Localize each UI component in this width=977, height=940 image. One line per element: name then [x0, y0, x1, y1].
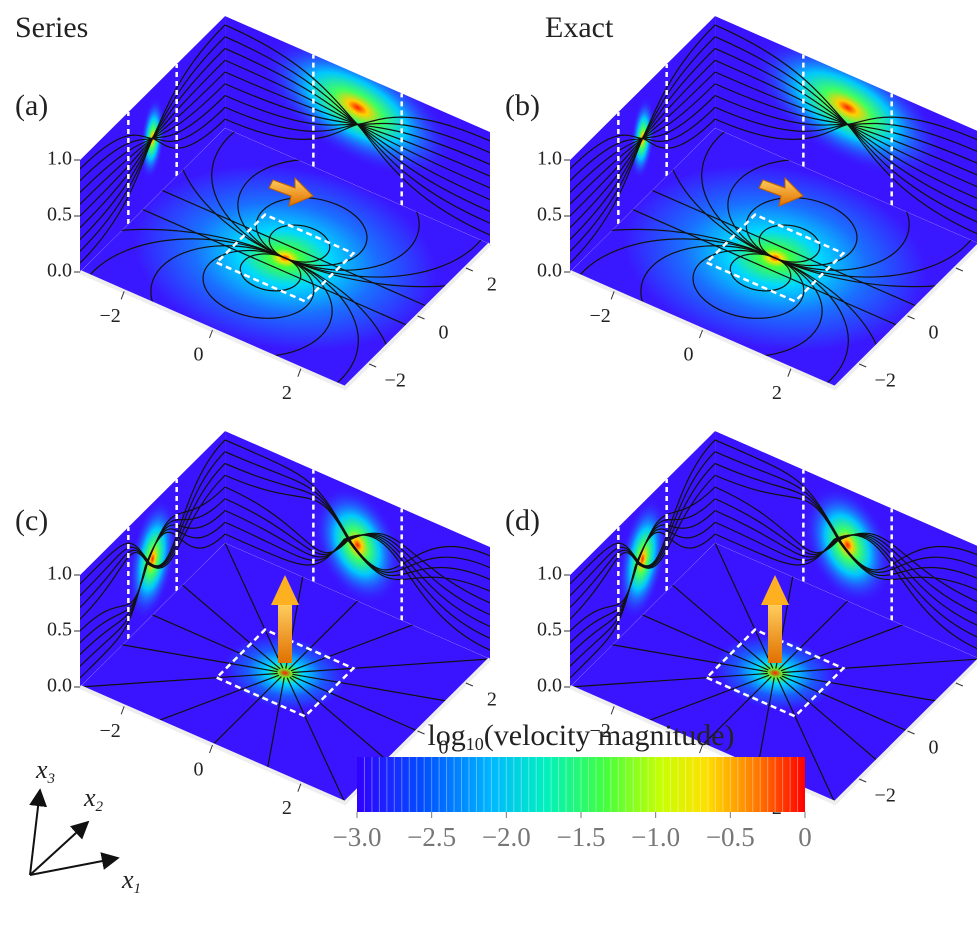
panel-label: (a) [15, 89, 48, 122]
x1-tick-label: 0 [684, 344, 694, 366]
x2-tick-label: −2 [385, 370, 406, 392]
colorbar-tick-label: −3.0 [333, 822, 382, 852]
axis-index: 3 [47, 771, 56, 787]
x1-tick-label: −2 [100, 720, 121, 742]
colorbar-tick-label: −1.5 [557, 822, 606, 852]
colorbar-tick-label: −1.0 [631, 822, 680, 852]
x2-tick-label: 0 [929, 737, 939, 759]
panel-label: (d) [505, 504, 540, 537]
x1-tick-label: 2 [772, 382, 782, 404]
x2-tick-label: 2 [487, 689, 497, 711]
figure: Series Exact (a) 0.0 0.5 1.0 −2 0 2 −2 0 2 (b) 0.0 0… [0, 0, 977, 940]
axis-label: x1 [121, 865, 141, 897]
x3-tick-label: 0.0 [537, 675, 562, 697]
x3-tick-label: 0.5 [537, 619, 562, 641]
panel-label: (b) [505, 89, 540, 122]
x2-tick-label: 2 [487, 274, 497, 296]
colorbar-tick-label: −0.5 [706, 822, 755, 852]
x1-tick-label: −2 [100, 305, 121, 327]
colorbar-tick-label: 0 [798, 822, 812, 852]
panel: (b) 0.0 0.5 1.0 −2 0 2 −2 0 2 [386, 0, 977, 541]
x1-tick-label: −2 [590, 305, 611, 327]
force-arrow [278, 603, 292, 663]
axis-index: 1 [134, 881, 142, 897]
colorbar-label-function: log [427, 719, 465, 752]
axis-label: x2 [83, 783, 104, 815]
x3-tick-label: 1.0 [537, 148, 562, 170]
x1-tick-label: 0 [194, 344, 204, 366]
x3-tick-label: 1.0 [537, 563, 562, 585]
column-title: Series [15, 11, 88, 44]
x3-tick-label: 1.0 [47, 148, 72, 170]
x1-tick-label: 0 [194, 759, 204, 781]
column-title: Exact [545, 11, 614, 44]
x1-tick-label: 2 [282, 797, 292, 819]
x2-tick-label: −2 [875, 370, 896, 392]
x3-tick-label: 0.5 [537, 204, 562, 226]
colorbar-label-base: 10 [466, 734, 484, 754]
axis-symbol: x [121, 865, 134, 894]
colorbar-label-argument: (velocity magnitude) [484, 719, 735, 752]
colorbar-tick-label: −2.0 [482, 822, 531, 852]
axis-symbol: x [83, 783, 96, 812]
x3-tick-label: 0.5 [47, 204, 72, 226]
x3-tick-label: 0.0 [537, 260, 562, 282]
x2-tick-label: −2 [875, 785, 896, 807]
x3-tick-label: 1.0 [47, 563, 72, 585]
x2-tick-label: 0 [929, 322, 939, 344]
axis-symbol: x [35, 755, 48, 784]
panel-label: (c) [15, 504, 48, 537]
x1-tick-label: 2 [282, 382, 292, 404]
colorbar-label: log10(velocity magnitude) [427, 719, 734, 754]
x3-tick-label: 0.0 [47, 675, 72, 697]
x3-tick-label: 0.5 [47, 619, 72, 641]
force-arrow [768, 603, 782, 663]
axis-label: x3 [35, 755, 55, 787]
axis-index: 2 [96, 799, 104, 815]
x2-tick-label: 0 [439, 322, 449, 344]
x3-tick-label: 0.0 [47, 260, 72, 282]
colorbar-tick-label: −2.5 [407, 822, 456, 852]
